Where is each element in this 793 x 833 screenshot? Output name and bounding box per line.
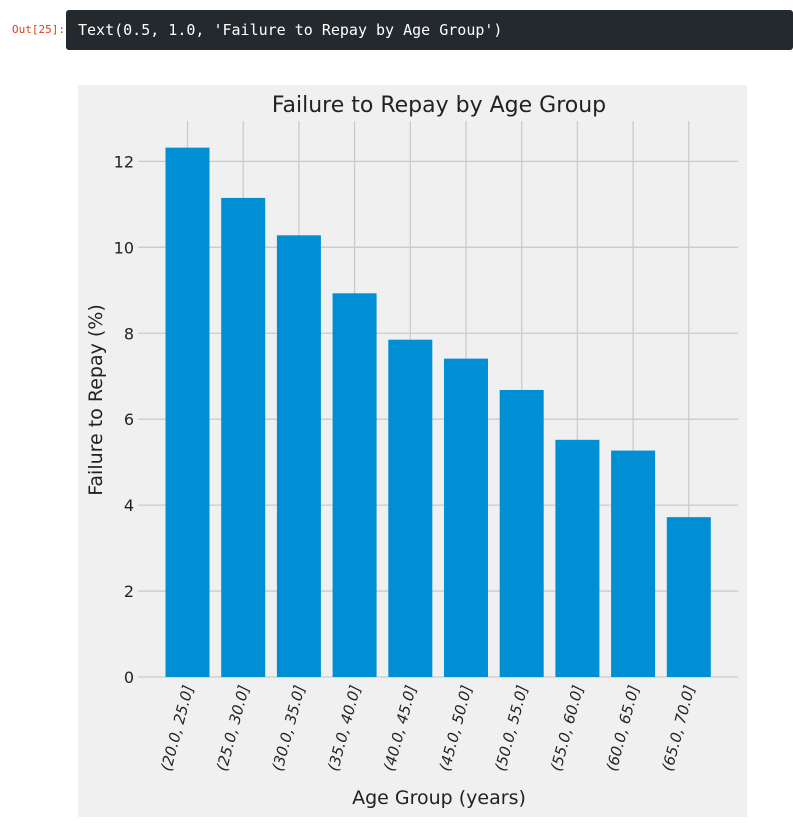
bar: [555, 439, 600, 677]
figure: 0 2 4 6 8 10 12 (20.0, 25.0] (25.0, 30.0] (30.0,…: [78, 85, 747, 817]
bar: [332, 293, 377, 677]
bar: [165, 147, 210, 677]
bar: [611, 450, 656, 677]
bar: [666, 517, 711, 677]
output-text-box: Text(0.5, 1.0, 'Failure to Repay by Age …: [66, 10, 793, 50]
y-tick-label: 0: [124, 668, 134, 687]
y-tick-label: 6: [124, 410, 134, 429]
bar: [499, 389, 544, 677]
y-axis-label: Failure to Repay (%): [85, 304, 107, 496]
bar: [444, 358, 488, 677]
y-tick-labels: 0 2 4 6 8 10 12: [114, 152, 134, 687]
y-tick-label: 12: [114, 152, 134, 171]
chart-title: Failure to Repay by Age Group: [272, 93, 606, 118]
bars: [165, 147, 711, 678]
y-tick-label: 2: [124, 582, 134, 601]
y-tick-label: 10: [114, 238, 134, 257]
bar: [276, 235, 321, 678]
bar: [221, 197, 266, 677]
bar: [388, 339, 433, 677]
y-tick-label: 8: [124, 324, 134, 343]
y-tick-label: 4: [124, 496, 134, 515]
output-text: Text(0.5, 1.0, 'Failure to Repay by Age …: [78, 21, 503, 39]
x-axis-label: Age Group (years): [352, 787, 526, 809]
output-prompt: Out[25]:: [12, 23, 65, 36]
output-cell: Out[25]: Text(0.5, 1.0, 'Failure to Repa…: [0, 10, 793, 50]
